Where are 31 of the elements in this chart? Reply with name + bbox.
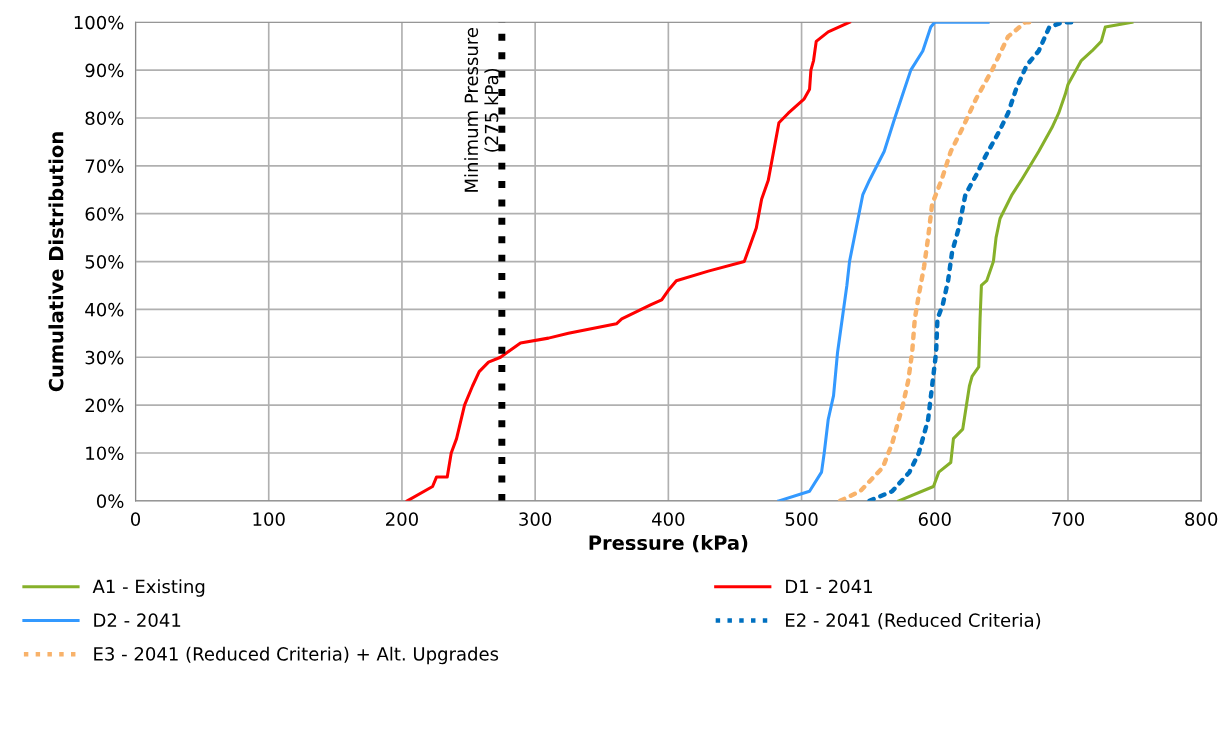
y-tick-label: 60%: [85, 207, 124, 221]
x-axis-title: Pressure (kPa): [589, 534, 748, 553]
y-tick-label: 50%: [85, 255, 124, 269]
x-tick-label: 600: [918, 512, 951, 526]
line-series: [897, 22, 1134, 501]
x-tick-label: 800: [1185, 512, 1218, 526]
y-tick-label: 90%: [85, 63, 124, 78]
y-tick-label: 10%: [86, 446, 124, 461]
ref-line-label: Minimum Pressure (275 kPa): [464, 28, 501, 192]
x-tick-label: 400: [652, 512, 685, 526]
x-tick-label: 0: [130, 512, 141, 526]
y-axis-title: Cumulative Distribution: [48, 132, 64, 392]
legend-label: A1 - Existing: [92, 579, 205, 597]
legend-label: D1 - 2041: [786, 579, 872, 594]
y-tick-label: 40%: [85, 302, 124, 317]
x-tick-label: 700: [1052, 512, 1085, 526]
x-tick-label: 300: [519, 512, 552, 526]
line-series: [405, 22, 852, 501]
y-tick-label: 100%: [74, 15, 124, 30]
y-tick-label: 80%: [85, 111, 124, 126]
legend-label: E3 - 2041 (Reduced Criteria) + Alt. Upgrades: [94, 646, 499, 665]
line-series: [777, 22, 990, 501]
legend-label: E2 - 2041 (Reduced Criteria): [786, 613, 1041, 630]
y-tick-label: 30%: [85, 350, 124, 365]
x-tick-label: 200: [386, 512, 418, 526]
y-tick-label: 20%: [85, 398, 124, 413]
y-tick-label: 70%: [85, 159, 124, 173]
legend-label: D2 - 2041: [94, 613, 181, 628]
x-tick-label: 500: [785, 512, 818, 526]
y-tick-label: 0%: [96, 494, 124, 508]
x-tick-label: 100: [253, 512, 285, 526]
